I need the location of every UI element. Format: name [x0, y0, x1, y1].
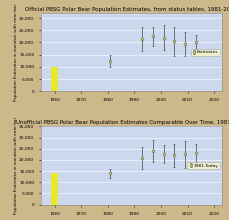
Y-axis label: Population Estimates in rounded, with error bar: Population Estimates in rounded, with er…	[14, 117, 18, 214]
Bar	[51, 67, 58, 91]
Title: Unofficial PBSG Polar Bear Population Estimates Comparable Over Time, 1981-2013: Unofficial PBSG Polar Bear Population Es…	[16, 120, 229, 125]
Y-axis label: Population Estimates in rounded, with error bar: Population Estimates in rounded, with er…	[14, 4, 18, 101]
Legend: Estimates: Estimates	[191, 49, 220, 56]
Bar	[51, 173, 58, 205]
Title: Official PBSG Polar Bear Population Estimates, from status tables, 1981-2013: Official PBSG Polar Bear Population Esti…	[25, 7, 229, 12]
Legend: 1981-Today: 1981-Today	[188, 162, 220, 169]
